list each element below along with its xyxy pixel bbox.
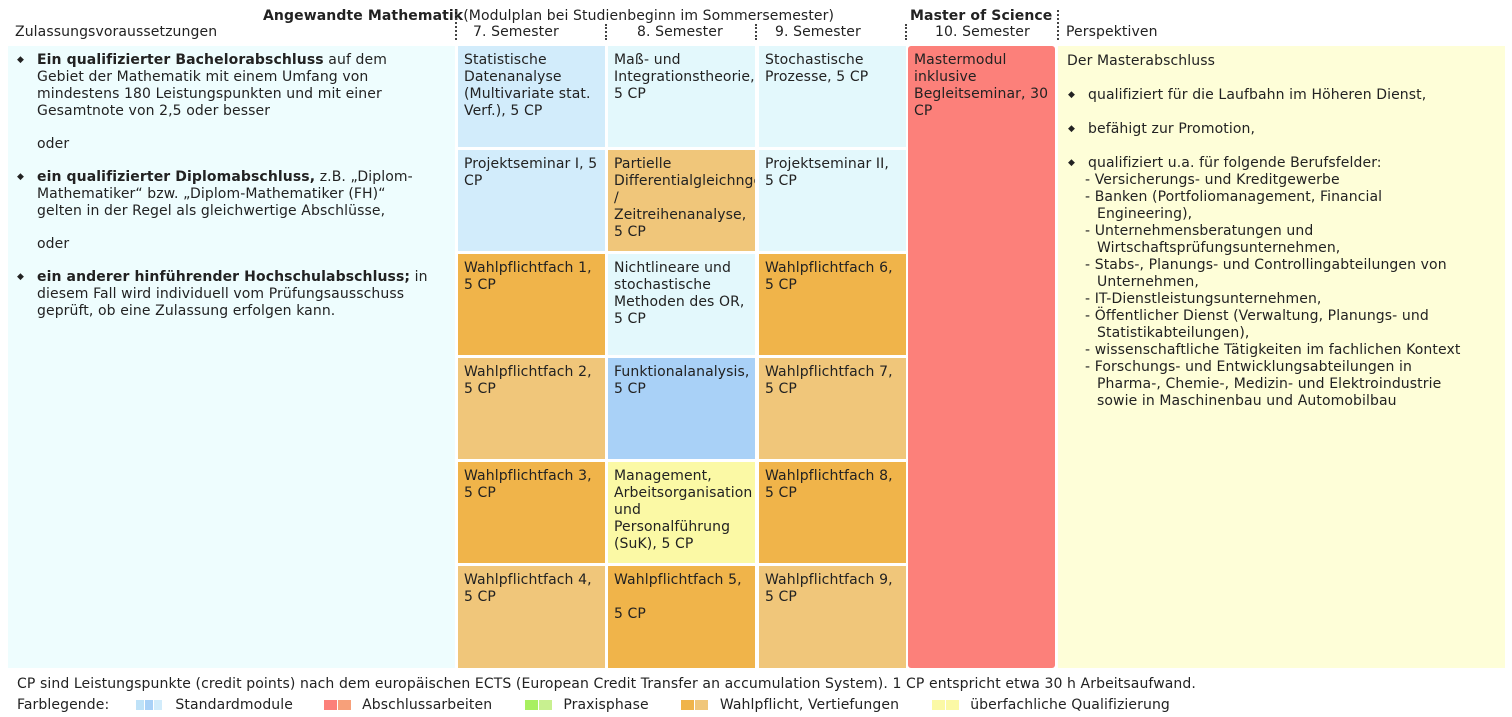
- legend-swatch: [337, 700, 351, 710]
- berufsfeld-item: - Stabs-, Planungs- und Controllingabtei…: [1085, 257, 1447, 290]
- legend-swatch: [323, 700, 337, 710]
- module-wahlpflichtfach-6: Wahlpflichtfach 6, 5 CP: [759, 254, 906, 355]
- legend-ueberfachlich: überfachliche Qualifizierung: [931, 697, 1170, 713]
- module-funktionalanalysis: Funktionalanalysis, 5 CP: [608, 358, 755, 459]
- module-projektseminar-2: Projektseminar II, 5 CP: [759, 150, 906, 251]
- module-wahlpflichtfach-3: Wahlpflichtfach 3, 5 CP: [458, 462, 605, 563]
- legend-swatch: [144, 700, 153, 710]
- berufsfelder-list: - Versicherungs- und Kreditgewerbe - Ban…: [1085, 172, 1475, 410]
- module-mass-integrationstheorie: Maß- und Integrationstheorie, 5 CP: [608, 46, 755, 147]
- legend-swatch: [681, 700, 695, 710]
- berufsfeld-item: - Öffentlicher Dienst (Verwaltung, Planu…: [1085, 308, 1429, 341]
- header-divider: [905, 24, 907, 40]
- legend-swatch: [524, 700, 538, 710]
- program-subtitle: (Modulplan bei Studienbeginn im Sommerse…: [463, 8, 835, 24]
- berufsfeld-item: - Versicherungs- und Kreditgewerbe: [1085, 172, 1340, 188]
- header-divider: [455, 10, 457, 40]
- perspektiven-intro: Der Masterabschluss: [1067, 53, 1215, 69]
- perspektiven-item: befähigt zur Promotion,: [1067, 121, 1495, 138]
- zulassung-item-diplom: ein qualifizierter Diplomabschluss, z.B.…: [16, 169, 435, 220]
- zulassung-header: Zulassungsvoraussetzungen: [15, 24, 218, 40]
- module-wahlpflichtfach-5: Wahlpflichtfach 5, 5 CP: [608, 566, 755, 668]
- module-projektseminar-1: Projektseminar I, 5 CP: [458, 150, 605, 251]
- module-wahlpflichtfach-4: Wahlpflichtfach 4, 5 CP: [458, 566, 605, 668]
- legend-swatch: [695, 700, 709, 710]
- module-stochastische-prozesse: Stochastische Prozesse, 5 CP: [759, 46, 906, 147]
- berufsfeld-item: - IT-Dienstleistungsunternehmen,: [1085, 291, 1322, 307]
- semester-7-header: 7. Semester: [473, 24, 559, 40]
- legend-swatch: [538, 700, 552, 710]
- legend-wahlpflicht: Wahlpflicht, Vertiefungen: [681, 697, 899, 713]
- legend-swatch: [135, 700, 144, 710]
- oder-text: oder: [37, 136, 70, 152]
- zulassung-panel: Ein qualifizierter Bachelorabschluss auf…: [8, 46, 455, 668]
- header-divider: [755, 24, 757, 40]
- module-nichtlineare-methoden-or: Nichtlineare und stochastische Methoden …: [608, 254, 755, 355]
- module-wahlpflichtfach-9: Wahlpflichtfach 9, 5 CP: [759, 566, 906, 668]
- berufsfeld-item: - Unternehmensberatungen und Wirtschafts…: [1085, 223, 1341, 256]
- zulassung-item-other: ein anderer hinführender Hochschulabschl…: [16, 269, 435, 320]
- module-wahlpflichtfach-1: Wahlpflichtfach 1, 5 CP: [458, 254, 605, 355]
- legend-label: Farblegende:: [17, 697, 110, 713]
- cp-note: CP sind Leistungspunkte (credit points) …: [17, 676, 1196, 692]
- legend-swatch: [153, 700, 162, 710]
- legend-swatch: [945, 700, 959, 710]
- program-name: Angewandte Mathematik: [263, 8, 464, 24]
- berufsfeld-item: - wissenschaftliche Tätigkeiten im fachl…: [1085, 342, 1461, 358]
- legend-abschlussarbeiten: Abschlussarbeiten: [323, 697, 493, 713]
- header-divider: [1057, 10, 1059, 40]
- module-wahlpflichtfach-2: Wahlpflichtfach 2, 5 CP: [458, 358, 605, 459]
- module-mastermodul: Mastermodul inklusive Begleitseminar, 30…: [908, 46, 1055, 668]
- module-wahlpflichtfach-8: Wahlpflichtfach 8, 5 CP: [759, 462, 906, 563]
- header-divider: [605, 24, 607, 40]
- perspektiven-header: Perspektiven: [1066, 24, 1158, 40]
- module-statistische-datenanalyse: Statistische Datenanalyse (Multivariate …: [458, 46, 605, 147]
- module-partielle-dgl: Partielle Differentialgleichngen / Zeitr…: [608, 150, 755, 251]
- zulassung-item-bachelor: Ein qualifizierter Bachelorabschluss auf…: [16, 52, 435, 120]
- semester-9-header: 9. Semester: [775, 24, 861, 40]
- color-legend: Farblegende: Standardmodule Abschlussarb…: [17, 697, 1170, 713]
- perspektiven-item: qualifiziert u.a. für folgende Berufsfel…: [1067, 155, 1495, 172]
- perspektiven-panel: Der Masterabschluss qualifiziert für die…: [1058, 46, 1505, 668]
- perspektiven-item: qualifiziert für die Laufbahn im Höheren…: [1067, 87, 1495, 104]
- module-cp: 5 CP: [614, 606, 646, 622]
- berufsfeld-item: - Forschungs- und Entwicklungsabteilunge…: [1085, 359, 1442, 409]
- legend-praxisphase: Praxisphase: [524, 697, 649, 713]
- module-management-suk: Management, Arbeitsorganisation und Pers…: [608, 462, 755, 563]
- berufsfeld-item: - Banken (Portfoliomanagement, Financial…: [1085, 189, 1383, 222]
- semester-8-header: 8. Semester: [637, 24, 723, 40]
- module-wahlpflichtfach-7: Wahlpflichtfach 7, 5 CP: [759, 358, 906, 459]
- degree-title: Master of Science: [910, 8, 1053, 24]
- program-title: Angewandte Mathematik(Modulplan bei Stud…: [263, 8, 834, 24]
- semester-10-header: 10. Semester: [935, 24, 1030, 40]
- oder-text: oder: [37, 236, 70, 252]
- module-title: Wahlpflichtfach 5,: [614, 572, 742, 588]
- legend-swatch: [931, 700, 945, 710]
- legend-standardmodule: Standardmodule: [135, 697, 293, 713]
